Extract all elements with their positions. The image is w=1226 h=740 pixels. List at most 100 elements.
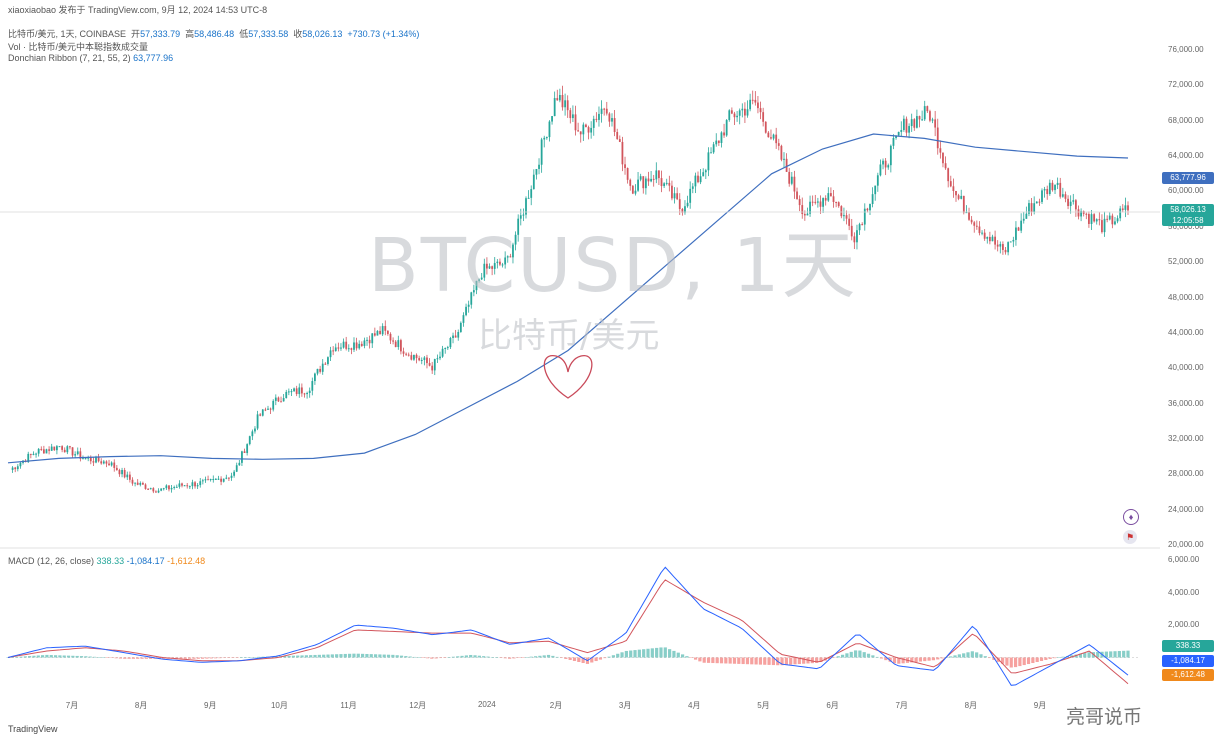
last-price-value: 58,026.13 <box>1170 205 1206 214</box>
candle-body <box>652 178 655 180</box>
macd-histogram-bar <box>871 655 875 658</box>
macd-histogram-bar <box>421 657 425 658</box>
candle-body <box>61 446 64 450</box>
candle-body <box>856 230 858 243</box>
candle-body <box>426 357 428 364</box>
macd-histogram-bar <box>490 657 494 658</box>
candle-body <box>379 330 381 335</box>
candle-body <box>319 368 322 372</box>
macd-histogram-bar <box>291 655 296 658</box>
candle-body <box>1043 188 1046 191</box>
candle-body <box>981 232 983 234</box>
candle-body <box>63 449 66 453</box>
candle-body <box>303 393 306 395</box>
candle-body <box>590 127 593 133</box>
candle-body <box>308 390 311 393</box>
macd-histogram-bar <box>853 650 858 658</box>
macd-histogram-bar <box>136 657 140 659</box>
candle-body <box>819 201 822 207</box>
candle-body <box>201 480 204 482</box>
macd-histogram-bar <box>892 657 897 664</box>
macd-histogram-bar <box>417 657 421 658</box>
candle-body <box>986 236 989 239</box>
time-tick-label: 12月 <box>409 701 427 710</box>
candle-body <box>585 124 587 128</box>
candle-body <box>144 484 147 489</box>
candle-body <box>910 119 913 127</box>
candle-body <box>95 456 97 463</box>
macd-histogram-bar <box>131 657 136 659</box>
ohlc-open-label: 开 <box>131 29 141 39</box>
candle-body <box>988 236 991 242</box>
flag-icon[interactable]: ⚑ <box>1123 530 1137 544</box>
macd-histogram-bar <box>183 657 187 659</box>
candle-body <box>212 479 215 481</box>
candle-body <box>194 482 196 487</box>
macd-histogram-bar <box>970 651 974 658</box>
candle-body <box>1085 213 1088 215</box>
candle-body <box>207 479 209 481</box>
candle-body <box>798 199 801 206</box>
candle-body <box>1030 203 1033 213</box>
candle-body <box>1051 182 1054 191</box>
candle-body <box>889 145 892 166</box>
candle-body <box>1038 201 1041 203</box>
macd-histogram-bar <box>1044 657 1048 660</box>
candle-body <box>350 348 353 350</box>
candle-body <box>123 469 126 478</box>
macd-histogram-bar <box>598 657 603 660</box>
macd-histogram-bar <box>767 657 771 665</box>
macd-histogram-bar <box>218 657 222 659</box>
candle-body <box>991 236 994 242</box>
macd-histogram-bar <box>244 657 248 658</box>
candle-body <box>678 199 681 209</box>
candle-body <box>1035 201 1038 204</box>
macd-histogram-bar <box>745 657 750 665</box>
candle-body <box>1048 182 1051 195</box>
macd-histogram-bar <box>897 657 901 664</box>
candle-body <box>381 326 384 335</box>
candle-body <box>1082 211 1085 214</box>
candle-body <box>1009 241 1012 243</box>
macd-histogram-bar <box>123 657 127 659</box>
candle-body <box>975 225 978 227</box>
candle-body <box>1028 203 1030 214</box>
macd-histogram-bar <box>231 657 235 658</box>
candle-body <box>793 176 796 192</box>
macd-histogram-bar <box>45 654 49 658</box>
candle-body <box>519 215 522 219</box>
candle-body <box>71 447 74 456</box>
candle-body <box>459 322 462 332</box>
candle-body <box>1054 185 1056 191</box>
candle-body <box>102 461 105 464</box>
alert-icon[interactable]: ♦ <box>1123 509 1139 525</box>
candle-body <box>400 340 402 352</box>
candle-body <box>188 486 191 488</box>
candle-body <box>717 140 720 143</box>
macd-histogram-bar <box>335 654 339 658</box>
candle-body <box>785 158 788 172</box>
candle-body <box>162 488 165 490</box>
candle-body <box>501 264 504 266</box>
candle-body <box>1015 227 1017 240</box>
candle-body <box>282 398 285 402</box>
candle-body <box>874 185 877 195</box>
candle-body <box>504 257 507 265</box>
candle-body <box>1098 219 1101 221</box>
candle-body <box>74 454 77 456</box>
macd-histogram-bar <box>875 656 879 658</box>
candle-body <box>58 446 61 448</box>
macd-histogram-bar <box>179 657 183 659</box>
macd-histogram-bar <box>672 650 676 658</box>
ohlc-change: +730.73 (+1.34%) <box>347 29 420 39</box>
macd-histogram-bar <box>858 650 862 658</box>
macd-histogram-bar <box>1109 651 1113 658</box>
macd-histogram-bar <box>343 653 347 658</box>
macd-signal-line <box>7 579 1129 685</box>
candle-body <box>311 381 314 391</box>
candle-body <box>118 470 121 475</box>
candle-body <box>1002 244 1004 250</box>
macd-histogram-bar <box>845 653 849 658</box>
candle-body <box>121 469 123 475</box>
candle-body <box>931 119 934 121</box>
